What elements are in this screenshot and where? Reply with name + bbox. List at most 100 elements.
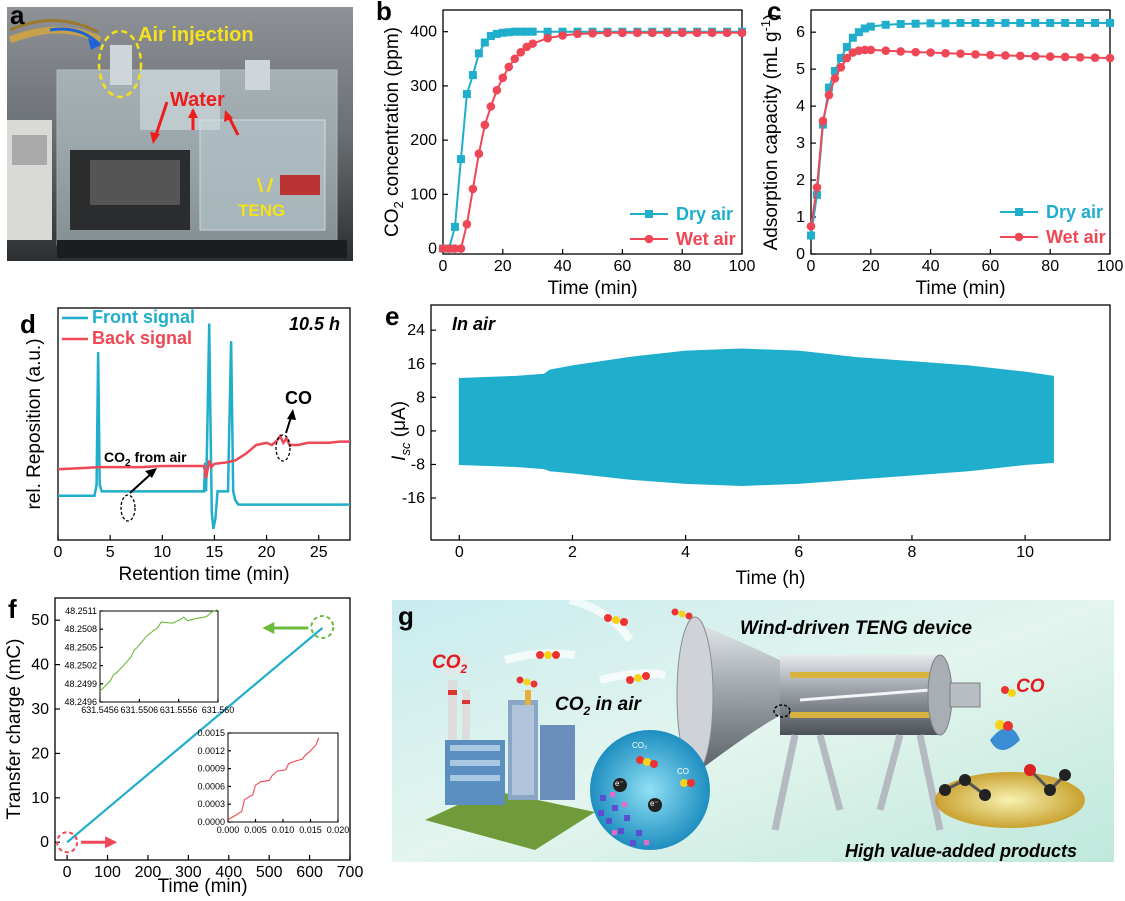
y-tick-label: 8	[416, 389, 425, 406]
legend-label: Wet air	[676, 229, 736, 249]
co-peak-circle	[275, 434, 291, 462]
x-tick-label: 10	[153, 544, 171, 561]
data-point	[1046, 18, 1055, 27]
small-co2-label: CO₂	[632, 741, 647, 750]
data-point	[588, 29, 597, 38]
end-arrowhead	[262, 621, 275, 634]
y-tick-label: 16	[407, 356, 425, 373]
data-point	[516, 27, 525, 36]
y-axis-label: CO2 concentration (ppm)	[382, 27, 406, 237]
inset-bottom-y-tick-label: 0.0009	[197, 764, 225, 774]
inset-top-y-tick-label: 48.2511	[65, 606, 97, 616]
inset-top-x-tick-label: 631.5456	[81, 705, 119, 715]
y-tick-label: 100	[410, 186, 437, 203]
inset-top-y-tick-label: 48.2502	[64, 661, 97, 671]
co2-arrow	[129, 471, 154, 494]
x-tick-label: 5	[106, 544, 115, 561]
data-point	[618, 28, 627, 38]
electron-label-2: e⁻	[650, 799, 659, 808]
data-point	[881, 46, 891, 55]
start-circle	[56, 831, 79, 854]
inset-bottom-x-tick-label: 0.010	[272, 825, 295, 835]
data-point	[462, 219, 472, 229]
data-point	[528, 39, 537, 48]
plot-frame	[430, 304, 1111, 541]
data-point	[1045, 52, 1055, 61]
data-point	[456, 244, 466, 253]
data-point	[462, 90, 471, 99]
panel-letter-b: b	[376, 0, 392, 26]
x-tick-label: 20	[494, 258, 512, 275]
data-point	[677, 28, 687, 38]
x-tick-label: 20	[862, 258, 880, 275]
water-label: Water	[170, 89, 225, 111]
inset-bottom-x-tick-label: 0.005	[244, 825, 267, 835]
y-tick-label: 40	[31, 657, 49, 674]
data-point	[1090, 53, 1100, 62]
panel-letter-a: a	[10, 0, 25, 30]
y-tick-label: 400	[410, 24, 437, 41]
chart-f: 0 100 200 300 400 500 600 700 0 10 20 30 40 50 Time (m…	[4, 597, 364, 897]
data-point	[807, 231, 815, 240]
data-point	[450, 244, 460, 253]
inset-bottom-x-tick-label: 0.020	[327, 825, 350, 835]
inset-top-y-tick-label: 48.2508	[64, 624, 97, 634]
data-point	[692, 28, 702, 38]
x-axis-label: Time (min)	[547, 278, 637, 299]
data-point	[474, 149, 484, 158]
co-label: CO	[1016, 676, 1045, 697]
y-tick-label: 1	[796, 209, 805, 226]
series-line-wet-air	[810, 48, 1111, 227]
x-axis-label: Time (min)	[915, 278, 1005, 299]
x-axis-label: Time (min)	[157, 876, 247, 896]
inset-top-x-tick-label: 631.560	[202, 705, 235, 715]
air-injection-label: Air injection	[138, 24, 254, 46]
data-point	[956, 49, 965, 58]
data-point	[450, 222, 459, 231]
data-point	[941, 48, 950, 58]
end-circle	[310, 614, 335, 639]
data-point	[971, 50, 980, 59]
data-point	[818, 116, 828, 126]
legend-marker	[1014, 232, 1024, 242]
x-tick-label: 100	[729, 258, 756, 275]
x-tick-label: 10	[1016, 544, 1034, 561]
data-point	[824, 83, 833, 92]
data-point	[498, 28, 507, 37]
data-point	[842, 42, 851, 51]
transfer-charge-line	[66, 627, 324, 844]
co2-arrowhead	[145, 468, 157, 478]
data-point	[866, 45, 876, 55]
series-line-back-signal	[57, 433, 350, 479]
data-point	[911, 47, 920, 57]
inset-bottom-line	[227, 737, 320, 821]
y-tick-label: -16	[402, 490, 425, 507]
legend-marker	[645, 210, 653, 218]
x-tick-label: 100	[94, 864, 121, 881]
co2-molecules	[503, 596, 693, 688]
data-point	[474, 49, 483, 58]
y-tick-label: 200	[410, 132, 437, 149]
data-point	[1001, 51, 1010, 60]
data-point	[558, 31, 567, 40]
data-point	[737, 28, 747, 38]
x-tick-label: 0	[63, 864, 72, 881]
data-point	[1091, 18, 1100, 27]
co2-from-air-label: CO2 from air	[104, 449, 187, 469]
inset-top-y-tick-label: 48.2505	[64, 642, 97, 652]
data-point	[896, 47, 905, 56]
x-tick-label: 700	[337, 864, 364, 881]
data-point	[956, 18, 965, 27]
x-tick-label: 80	[673, 258, 691, 275]
x-tick-label: 500	[256, 864, 283, 881]
y-axis-label: Adsorption capacity (mL g-1)	[758, 14, 782, 251]
y-tick-label: 10	[31, 790, 49, 807]
panel-g-scheme: CO₂ CO e⁻ e⁻ Wind-driven TENG device CO2…	[392, 596, 1114, 862]
data-point	[486, 102, 496, 111]
data-point	[603, 28, 612, 38]
inset-bottom-x-tick-label: 0.015	[299, 825, 322, 835]
catalyst-magnified: CO₂ CO e⁻ e⁻	[590, 730, 710, 850]
data-point	[812, 183, 822, 192]
data-point	[438, 244, 448, 253]
y-tick-label: 0	[428, 241, 437, 258]
